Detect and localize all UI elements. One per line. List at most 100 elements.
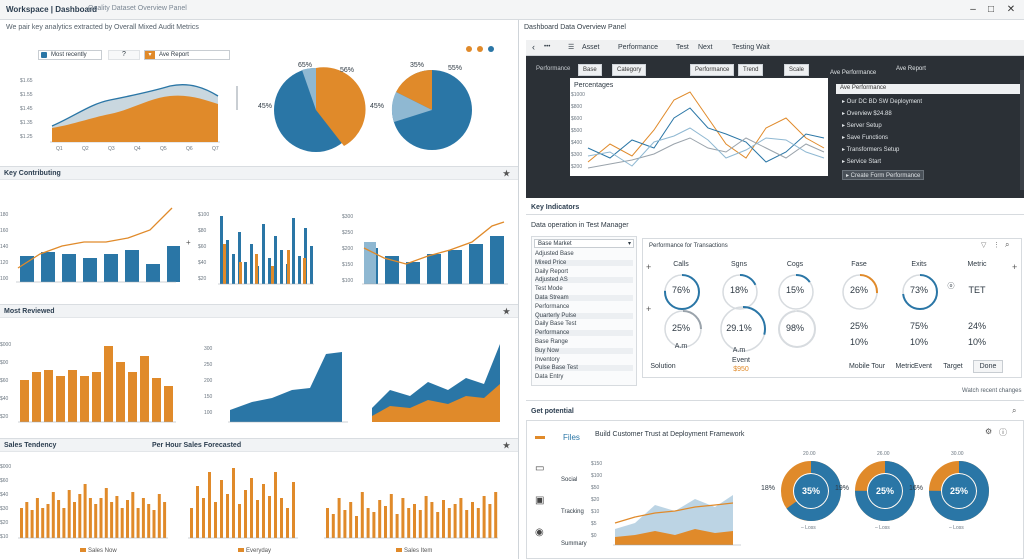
list-item[interactable]: Inventory [535,356,560,363]
add-icon-3[interactable]: + [1012,262,1018,272]
side-menu-item[interactable]: Files [563,433,580,442]
list-item[interactable]: Data Entry [535,374,564,381]
y-tick-label: 300 [204,346,213,352]
recent-dropdown[interactable]: Most recently [38,50,102,60]
gauge-ring [778,274,814,310]
list-select[interactable]: Base Market ▾ [534,239,634,248]
tree-item[interactable]: ▸ Save Functions [842,135,889,141]
tab-test[interactable]: Test [676,44,689,51]
list-item[interactable]: Performance [535,330,633,337]
footer-event-2[interactable]: Event [914,363,932,370]
s3-bars-1 [20,484,167,538]
list-item[interactable]: Adjusted AS [535,277,633,284]
scroll-handle[interactable] [236,86,238,110]
section-title: Key Contributing [4,170,61,177]
y-tick-label: 150 [204,394,213,400]
close-icon[interactable]: ✕ [1006,4,1016,15]
tree-search-field[interactable]: Ave Performance [836,84,1022,94]
done-button[interactable]: Done [973,360,1003,373]
tree-item[interactable]: ▸ Transformers Setup [842,147,900,153]
s3-bar-3 [413,504,416,538]
tree-item[interactable]: ▸ Create Form Performance [842,170,925,180]
toggle-icon[interactable]: ⓞ [947,283,955,290]
tree-item[interactable]: ▸ Service Start [842,159,882,165]
subtab-scale[interactable]: Scale [784,64,810,76]
section-title-3: Sales Tendency [4,442,57,449]
info-icon[interactable]: ⓘ [999,428,1007,437]
back-icon[interactable]: ‹ [532,42,535,52]
tab-testing-wait[interactable]: Testing Wait [732,44,770,51]
y-tick-label: $10 [591,509,600,515]
x-tick-label: Q7 [212,146,219,152]
s3-bar-2 [286,508,289,538]
add-icon[interactable]: + [646,262,652,272]
minimize-icon[interactable]: – [970,4,976,15]
s3-bar [136,508,140,538]
list-item[interactable]: Data Stream [535,295,633,301]
settings-icon[interactable]: ⚙ [985,427,993,436]
list-item[interactable]: Daily Base Test [535,321,577,328]
s1-chart2-bar [220,216,223,284]
subtab-performance[interactable]: Performance [536,66,571,72]
search-icon-2[interactable]: ⌕ [1012,406,1017,415]
s1-chart2-bar-orange [271,266,274,284]
s3-bar-2 [244,490,247,538]
list-item[interactable]: Buy Now [535,347,633,354]
subtab-trend[interactable]: Trend [738,64,764,76]
side-menu-item[interactable]: Summary [561,541,587,547]
tab-next[interactable]: Next [698,44,713,51]
gauge-fill [902,274,938,310]
list-item[interactable]: Mixed Price [535,259,633,266]
s3-bar-3 [488,504,492,538]
watch-changes-link[interactable]: Watch recent changes [962,388,1022,394]
star-icon-3[interactable]: ★ [502,441,510,450]
s2-bars [20,346,173,422]
tab-asset[interactable]: Asset [582,44,600,51]
list-item[interactable]: Performance [535,303,570,310]
list-item[interactable]: Quarterly Pulse [535,312,633,319]
list-item[interactable]: Test Mode [535,286,563,293]
maximize-icon[interactable]: □ [987,4,995,15]
tab-performance[interactable]: Performance [618,44,659,51]
x-tick-label: Q6 [186,146,193,152]
footer-metric[interactable]: Metric [895,363,915,370]
more-icon[interactable]: ••• [544,44,551,50]
tree-scrollbar[interactable] [1020,70,1024,190]
title-bar: Workspace | Dashboard Quality Dataset Ov… [0,0,1024,20]
side-menu-icon[interactable]: ◉ [535,527,544,538]
donut-side-label: 19% [835,485,850,492]
star-icon-2[interactable]: ★ [502,307,510,316]
subtab-category[interactable]: Category [612,64,647,76]
s3-bar-2 [208,472,211,538]
footer-mobile-tour[interactable]: Mobile Tour [848,363,886,370]
side-menu-icon[interactable]: ▭ [535,463,545,474]
tree-item[interactable]: ▸ Overview $24.88 [842,111,892,117]
list-item[interactable]: Daily Report [535,268,569,275]
side-menu-icon[interactable]: ▬ [535,431,545,442]
help-button[interactable]: ? [108,50,140,60]
side-menu-icon[interactable]: ▣ [535,495,545,506]
s3-bars-2 [190,468,295,538]
expand-icon[interactable]: + [186,238,191,247]
star-icon[interactable]: ★ [502,169,510,178]
add-icon-2[interactable]: + [646,304,652,314]
menu-icon[interactable]: ⋮ [993,242,1000,249]
y-tick-label: $20 [591,497,600,503]
footer-target[interactable]: Target [943,363,963,370]
filter-icon[interactable]: ▽ [981,242,987,249]
subtab-performance-2[interactable]: Performance [690,64,735,76]
search-icon[interactable]: ⌕ [1005,240,1010,249]
donut-center [868,474,902,508]
filter-select[interactable]: ▾ Ave Report [144,50,230,60]
s3-bar-2 [214,502,217,538]
tree-search[interactable]: Ave Report [896,66,926,72]
list-item[interactable]: Pulse Base Test [535,365,633,372]
tree-item[interactable]: ▸ Our DC BD SW Deployment [842,99,923,105]
list-item[interactable]: Base Range [535,339,569,345]
side-menu-item[interactable]: Social [561,477,578,483]
list-icon[interactable]: ☰ [568,44,575,51]
subtab-base[interactable]: Base [578,64,602,76]
list-item[interactable]: Adjusted Base [535,251,574,257]
side-menu-item[interactable]: Tracking [561,509,584,515]
tree-item[interactable]: ▸ Server Setup [842,123,882,129]
